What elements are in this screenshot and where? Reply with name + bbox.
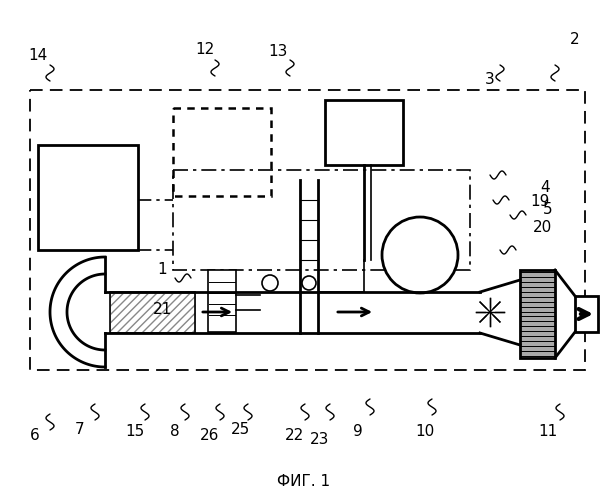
- Text: 22: 22: [285, 428, 305, 442]
- Bar: [173, 108, 271, 196]
- Text: 4: 4: [540, 180, 550, 196]
- Text: 19: 19: [530, 194, 550, 210]
- Circle shape: [382, 217, 458, 293]
- Text: ФИГ. 1: ФИГ. 1: [277, 474, 331, 490]
- Text: 20: 20: [533, 220, 553, 236]
- Bar: [38, 145, 138, 250]
- Text: 1: 1: [157, 262, 167, 278]
- Bar: [110, 293, 195, 332]
- Text: 11: 11: [538, 424, 558, 440]
- Text: 9: 9: [353, 424, 363, 440]
- Text: 10: 10: [415, 424, 435, 440]
- Text: 12: 12: [195, 42, 215, 58]
- Bar: [575, 296, 598, 332]
- Circle shape: [262, 275, 278, 291]
- Text: 25: 25: [230, 422, 250, 438]
- Bar: [325, 100, 403, 165]
- Text: 21: 21: [153, 302, 171, 318]
- Bar: [30, 90, 585, 370]
- Text: 3: 3: [485, 72, 495, 88]
- Text: 15: 15: [125, 424, 145, 440]
- Text: 2: 2: [570, 32, 580, 48]
- Text: 7: 7: [75, 422, 85, 438]
- Text: 5: 5: [543, 202, 553, 218]
- Bar: [520, 270, 555, 358]
- Bar: [173, 170, 470, 270]
- Text: 8: 8: [170, 424, 180, 440]
- Text: 13: 13: [268, 44, 288, 60]
- Text: 26: 26: [200, 428, 219, 442]
- Bar: [208, 270, 236, 332]
- Bar: [520, 270, 555, 358]
- Text: 14: 14: [29, 48, 47, 62]
- Text: 6: 6: [30, 428, 40, 442]
- Circle shape: [302, 276, 316, 290]
- Bar: [110, 292, 195, 333]
- Text: 23: 23: [310, 432, 330, 448]
